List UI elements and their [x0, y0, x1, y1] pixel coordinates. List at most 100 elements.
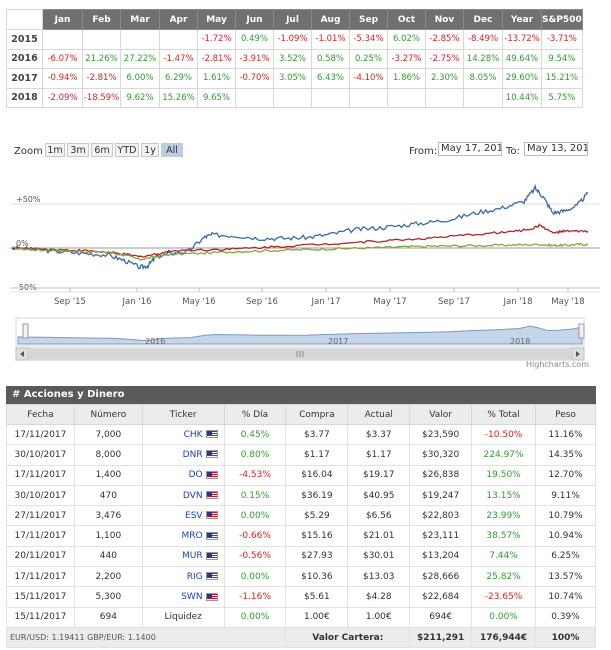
holdings-column-header[interactable]: Número [73, 404, 143, 425]
us-flag-icon [205, 551, 218, 560]
monthly-return-cell [42, 29, 83, 50]
year-label: 2015 [6, 29, 43, 50]
chart-series [11, 183, 589, 271]
x-tick-label: Sep '15 [54, 297, 86, 307]
monthly-return-cell: 27.22% [120, 48, 160, 69]
holding-value-cell: $23,590 [409, 423, 473, 446]
performance-chart[interactable]: +50%0%-50% Sep '15 Jan '16 May '16 Sep '16 J… [10, 138, 600, 368]
highcharts-credit[interactable]: Highcharts.com [526, 360, 589, 369]
ticker-link[interactable]: SWN [181, 592, 203, 603]
holding-row: 30/10/2017 8,000 DNR 0.80% $1.17 $1.17 $30,320… [6, 444, 596, 466]
zoom-button-all[interactable]: All [161, 143, 183, 157]
holdings-column-header[interactable]: Actual [347, 404, 411, 425]
ticker-cell: MRO [141, 525, 225, 547]
monthly-return-cell: 1.86% [387, 68, 426, 89]
holding-number-cell: 1,100 [73, 525, 143, 547]
monthly-return-cell: -4.10% [349, 68, 388, 89]
holding-weight-cell: 6.25% [535, 545, 596, 568]
monthly-return-cell: 0.25% [349, 48, 388, 69]
zoom-button-6m[interactable]: 6m [91, 143, 113, 157]
monthly-return-cell: 6.43% [311, 68, 350, 89]
ticker-link[interactable]: CHK [183, 429, 203, 440]
chevron-right-icon [576, 351, 580, 357]
holdings-column-header[interactable]: % Total [471, 404, 537, 425]
navigator-left-handle[interactable] [22, 323, 29, 339]
month-header: Mar [120, 9, 160, 30]
ticker-link[interactable]: DO [188, 470, 203, 481]
ticker-link[interactable]: MRO [181, 531, 203, 542]
cash-label: Liquidez [164, 612, 202, 623]
month-header: Sep [349, 9, 388, 30]
holdings-column-header[interactable]: Ticker [141, 404, 225, 425]
series-line-3[interactable] [11, 242, 589, 261]
navigator-label: 2018 [510, 337, 530, 346]
us-flag-icon [205, 491, 218, 500]
holding-date-cell: 17/11/2017 [6, 423, 75, 446]
x-tick-label: Jan '16 [122, 297, 152, 307]
holdings-column-header[interactable]: % Día [223, 404, 287, 425]
zoom-button-1m[interactable]: 1m [45, 143, 65, 157]
holding-buy-cell: $1.17 [285, 444, 349, 466]
holding-value-cell: $30,320 [409, 444, 473, 466]
ticker-link[interactable]: DVN [182, 490, 203, 501]
holding-row: 20/11/2017 440 MUR -0.56% $27.93 $30.01 $13,20… [6, 545, 596, 568]
portfolio-value-eur: 176,944€ [471, 626, 537, 649]
monthly-return-cell: -3.71% [541, 29, 583, 50]
monthly-return-cell: -2.81% [197, 48, 236, 69]
monthly-return-cell: -13.72% [502, 29, 542, 50]
monthly-row: 2018 -2.09% -18.59% 9.62% 15.26% 9.65% 10.44% 5… [6, 87, 583, 108]
holdings-column-header[interactable]: Compra [285, 404, 349, 425]
y-tick-label: +50% [16, 195, 41, 204]
holding-buy-cell: $36.19 [285, 484, 349, 507]
holding-total-cell: 19.50% [471, 464, 537, 486]
to-date-input[interactable]: May 13, 2018 [524, 142, 588, 156]
holding-weight-cell: 0.39% [535, 606, 596, 628]
holding-value-cell: $28,666 [409, 566, 473, 588]
monthly-return-cell [120, 29, 160, 50]
monthly-return-cell: -1.01% [311, 29, 350, 50]
ticker-link[interactable]: ESV [185, 510, 203, 521]
monthly-corner-cell [6, 9, 43, 30]
portfolio-weight: 100% [535, 626, 596, 649]
zoom-button-ytd[interactable]: YTD [115, 143, 139, 157]
to-label: To: [506, 146, 520, 157]
month-header: Year [502, 9, 542, 30]
holding-date-cell: 30/10/2017 [6, 444, 75, 466]
y-tick-label: 0% [16, 239, 29, 248]
monthly-return-cell: 15.21% [541, 68, 583, 89]
zoom-button-1y[interactable]: 1y [141, 143, 159, 157]
holdings-column-header[interactable]: Peso [535, 404, 596, 425]
holding-day-cell: 0.00% [223, 505, 287, 527]
ticker-link[interactable]: DNR [182, 449, 203, 460]
us-flag-icon [205, 470, 218, 479]
series-line-1[interactable] [11, 183, 589, 271]
holding-current-cell: $6.56 [347, 505, 411, 527]
zoom-button-3m[interactable]: 3m [67, 143, 89, 157]
monthly-return-cell: 5.75% [541, 87, 583, 108]
holding-date-cell: 15/11/2017 [6, 586, 75, 608]
monthly-return-cell: -2.09% [42, 87, 83, 108]
holding-date-cell: 30/10/2017 [6, 484, 75, 507]
holding-number-cell: 1,400 [73, 464, 143, 486]
holdings-title: # Acciones y Dinero [6, 386, 596, 404]
navigator-right-handle[interactable] [578, 323, 585, 339]
ticker-link[interactable]: RIG [186, 571, 203, 582]
holding-buy-cell: $15.16 [285, 525, 349, 547]
holding-current-cell: $13.03 [347, 566, 411, 588]
holdings-column-header[interactable]: Fecha [6, 404, 75, 425]
holding-weight-cell: 14.35% [535, 444, 596, 466]
month-header: S&P500 [541, 9, 583, 30]
monthly-return-cell: -0.94% [42, 68, 83, 89]
monthly-return-cell: -0.70% [235, 68, 274, 89]
monthly-return-cell [82, 29, 121, 50]
from-date-input[interactable]: May 17, 2015 [438, 142, 502, 156]
month-header: Apr [159, 9, 198, 30]
holdings-column-header[interactable]: Valor [409, 404, 473, 425]
navigator-label: 2017 [328, 337, 348, 346]
holding-day-cell: -0.66% [223, 525, 287, 547]
monthly-return-cell: -1.72% [197, 29, 236, 50]
monthly-return-cell [349, 87, 388, 108]
ticker-link[interactable]: MUR [181, 551, 203, 562]
holding-total-cell: -23.65% [471, 586, 537, 608]
month-header: Aug [311, 9, 350, 30]
